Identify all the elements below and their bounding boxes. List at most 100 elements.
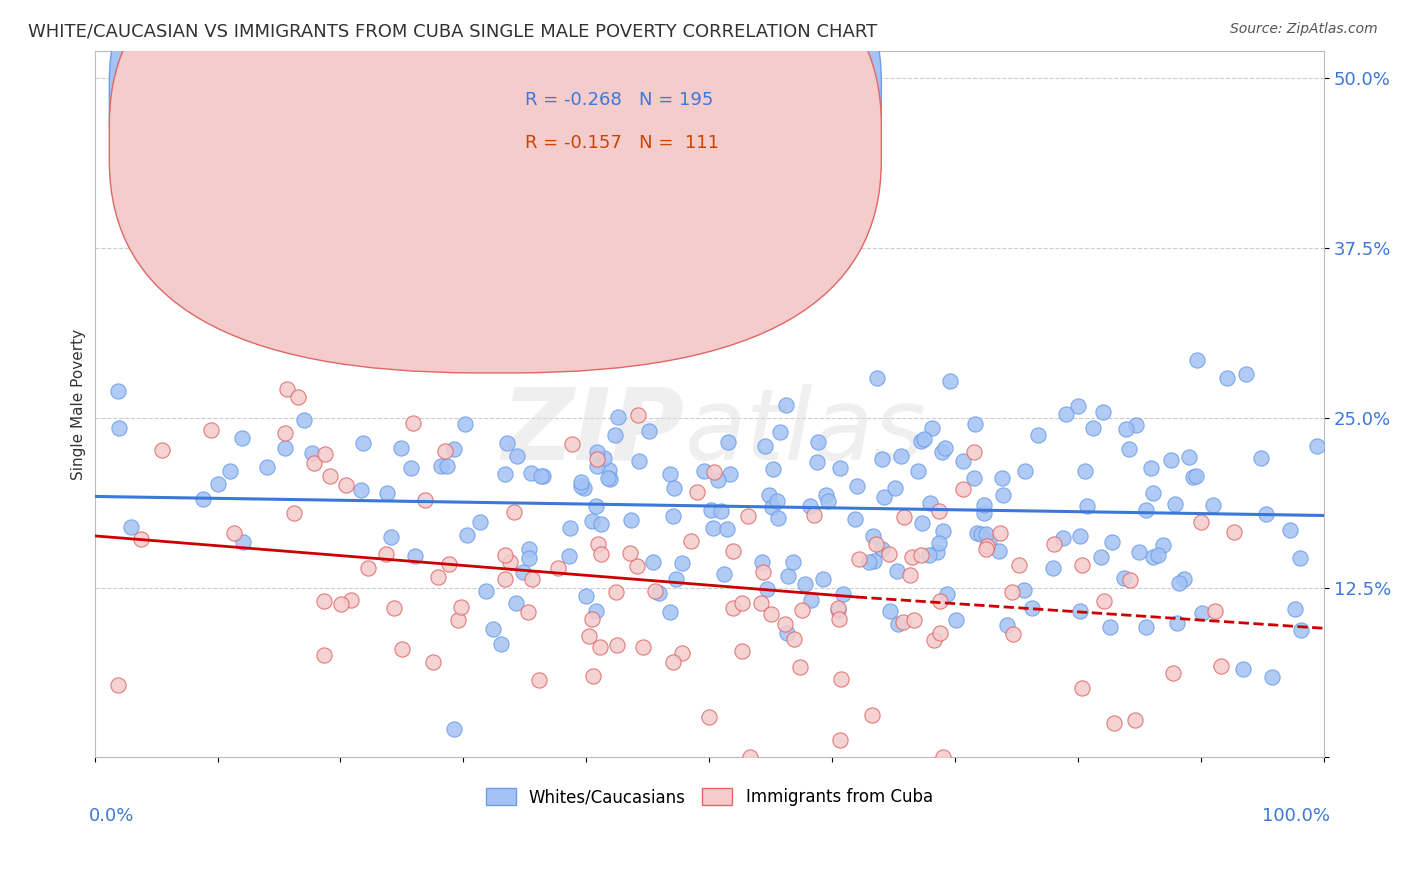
Point	[375, 547, 398, 561]
Point	[302, 456, 325, 470]
Text: Source: ZipAtlas.com: Source: ZipAtlas.com	[1230, 22, 1378, 37]
Point	[703, 466, 725, 480]
Point	[827, 600, 849, 615]
Point	[494, 548, 516, 562]
Point	[1021, 601, 1043, 615]
Point	[436, 459, 458, 474]
Point	[589, 640, 612, 654]
Point	[973, 499, 995, 513]
Point	[482, 622, 505, 636]
Point	[591, 547, 613, 561]
Point	[699, 502, 721, 516]
Point	[218, 464, 240, 478]
Point	[1160, 453, 1182, 467]
Point	[107, 384, 129, 398]
Point	[1178, 450, 1201, 465]
Point	[437, 557, 460, 571]
Point	[1071, 558, 1094, 573]
Point	[907, 464, 929, 478]
Point	[1118, 442, 1140, 456]
Point	[1002, 627, 1025, 641]
Point	[350, 483, 373, 497]
Point	[231, 431, 253, 445]
Point	[340, 593, 363, 607]
Point	[830, 673, 852, 687]
Point	[644, 583, 666, 598]
Point	[627, 454, 650, 468]
FancyBboxPatch shape	[110, 0, 882, 331]
Point	[659, 605, 682, 619]
Point	[1256, 508, 1278, 522]
Point	[631, 640, 654, 655]
Point	[1140, 461, 1163, 475]
Point	[129, 532, 152, 546]
Point	[928, 504, 950, 518]
Point	[531, 469, 554, 483]
Point	[389, 441, 412, 455]
Point	[426, 570, 449, 584]
Point	[903, 613, 925, 627]
Point	[754, 439, 776, 453]
Point	[717, 434, 740, 449]
Point	[1101, 534, 1123, 549]
Point	[404, 549, 426, 564]
Point	[287, 391, 309, 405]
Point	[845, 479, 868, 493]
Point	[891, 615, 914, 629]
Point	[762, 462, 785, 476]
Point	[929, 625, 952, 640]
Point	[769, 425, 792, 440]
Point	[581, 612, 603, 626]
Point	[807, 434, 830, 449]
Point	[200, 423, 222, 437]
Legend: Whites/Caucasians, Immigrants from Cuba: Whites/Caucasians, Immigrants from Cuba	[479, 781, 939, 813]
Point	[890, 449, 912, 463]
Point	[589, 516, 612, 531]
Point	[1261, 670, 1284, 684]
Point	[1250, 450, 1272, 465]
Point	[910, 548, 932, 562]
Point	[806, 455, 828, 469]
Point	[456, 344, 478, 359]
Point	[800, 592, 823, 607]
Point	[761, 607, 783, 621]
Point	[921, 421, 943, 435]
Point	[1291, 623, 1313, 637]
Point	[585, 445, 607, 459]
Point	[506, 449, 529, 463]
Point	[494, 572, 516, 586]
Point	[731, 596, 754, 610]
Point	[1112, 571, 1135, 585]
Y-axis label: Single Male Poverty: Single Male Poverty	[72, 328, 86, 480]
Text: 0.0%: 0.0%	[89, 807, 134, 825]
Point	[1043, 537, 1066, 551]
Point	[599, 472, 621, 486]
Point	[312, 594, 335, 608]
Point	[1187, 352, 1209, 367]
Point	[352, 436, 374, 450]
Point	[274, 426, 297, 441]
Point	[830, 732, 852, 747]
Point	[585, 458, 607, 473]
Point	[721, 544, 744, 558]
Point	[456, 528, 478, 542]
Point	[619, 546, 641, 560]
Point	[276, 382, 298, 396]
Point	[662, 481, 685, 495]
Point	[530, 469, 553, 483]
Point	[1142, 486, 1164, 500]
Point	[1054, 407, 1077, 421]
Point	[1119, 573, 1142, 587]
Point	[207, 477, 229, 491]
Point	[1074, 463, 1097, 477]
Point	[765, 494, 787, 508]
Point	[844, 511, 866, 525]
Point	[858, 555, 880, 569]
Point	[1209, 658, 1232, 673]
Point	[512, 566, 534, 580]
Point	[758, 488, 780, 502]
Point	[952, 453, 974, 467]
Point	[751, 555, 773, 569]
Text: R = -0.268   N = 195: R = -0.268 N = 195	[524, 91, 713, 109]
Point	[664, 572, 686, 586]
